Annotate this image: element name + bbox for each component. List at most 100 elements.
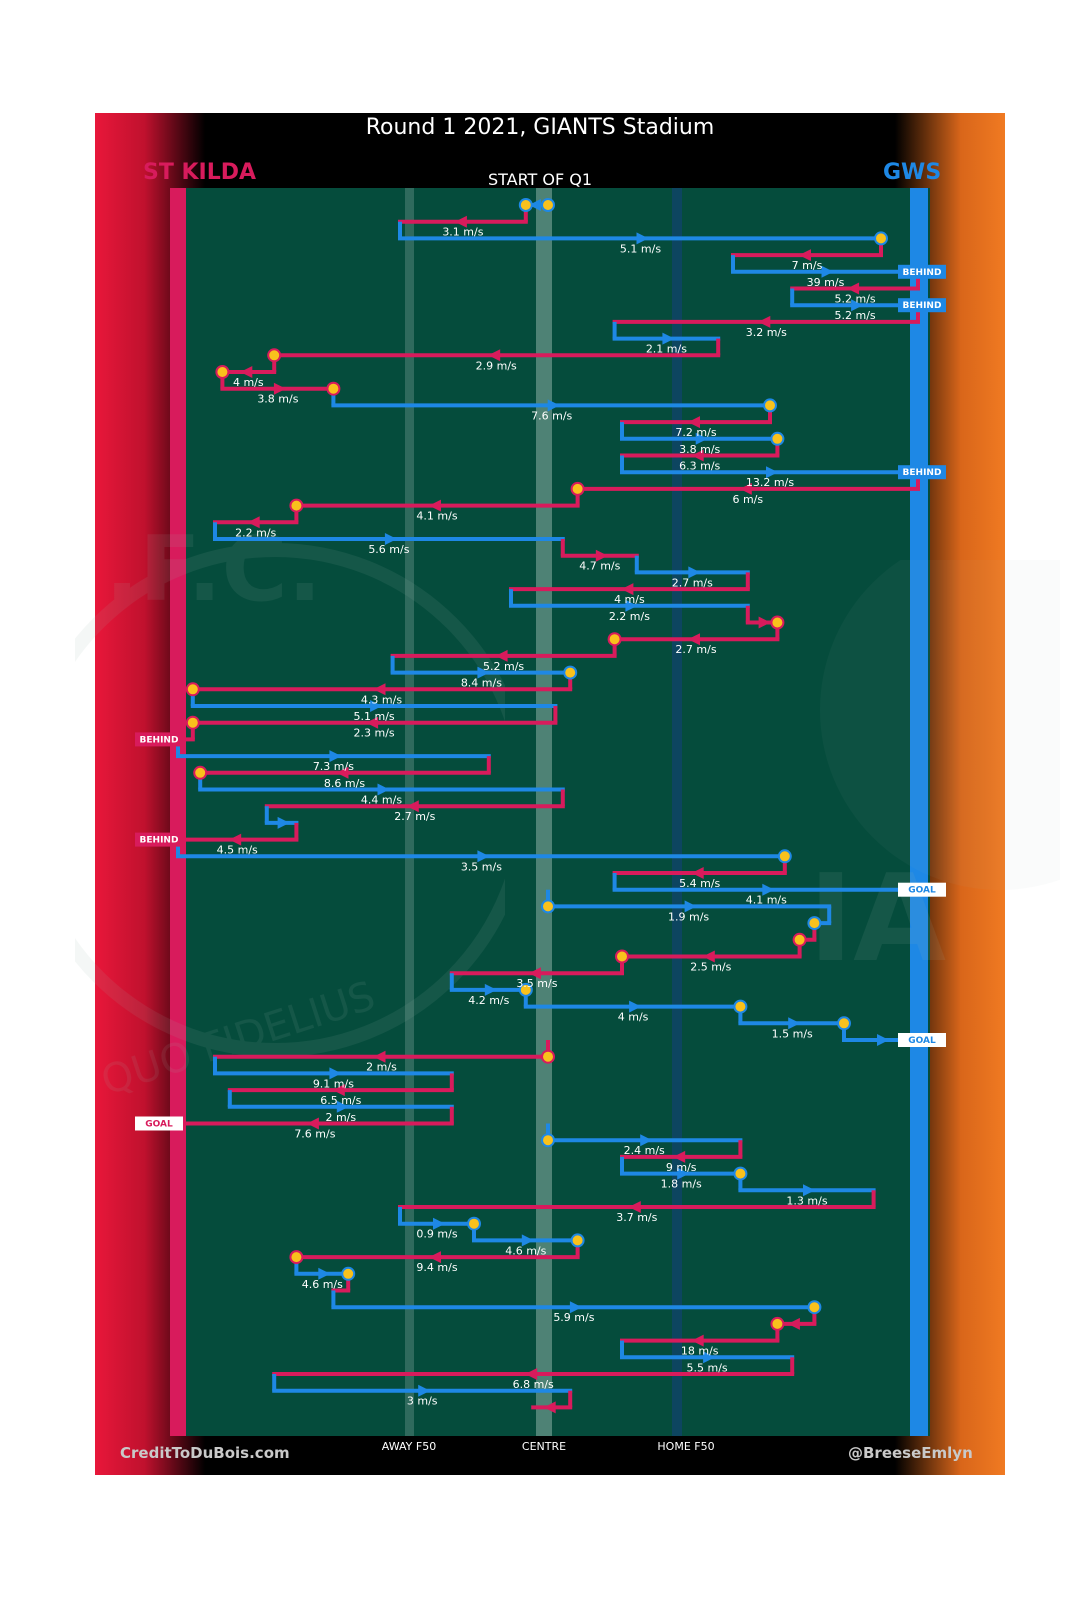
speed-label: 7.6 m/s: [531, 409, 572, 422]
chain-node: [185, 682, 200, 697]
direction-arrow: [621, 583, 634, 596]
direction-arrow: [702, 950, 715, 963]
speed-label: 5.6 m/s: [368, 543, 409, 556]
speed-label: 1.9 m/s: [668, 910, 709, 923]
chain-node: [563, 665, 578, 680]
direction-arrow: [528, 199, 541, 211]
home-f50-lane: [672, 188, 682, 1436]
speed-label: 1.3 m/s: [786, 1194, 827, 1207]
chain-node: [807, 1300, 822, 1315]
speed-label: 1.5 m/s: [772, 1027, 813, 1040]
direction-arrow: [336, 766, 349, 779]
speed-label: 2.7 m/s: [672, 576, 713, 589]
speed-label: 4.1 m/s: [416, 510, 457, 523]
speed-label: 4.6 m/s: [505, 1244, 546, 1257]
direction-arrow: [373, 1050, 386, 1063]
outcome-badge-label: BEHIND: [903, 268, 942, 278]
chain-node: [185, 715, 200, 730]
stkilda-logo-watermark: .F.C. QUO FIDELIUS: [75, 517, 505, 1105]
chain-node: [570, 481, 585, 496]
speed-label: 7.2 m/s: [675, 426, 716, 439]
direction-arrow: [688, 633, 700, 646]
speed-label: 0.9 m/s: [416, 1228, 457, 1241]
direction-arrow: [766, 466, 778, 479]
chain-node: [770, 1316, 785, 1331]
speed-label: 3.5 m/s: [461, 860, 502, 873]
direction-arrow: [336, 1100, 349, 1113]
speed-label: 5.2 m/s: [835, 293, 876, 306]
speed-label: 18 m/s: [681, 1345, 719, 1358]
direction-arrow: [695, 432, 708, 445]
speed-label: 2.2 m/s: [609, 610, 650, 623]
speed-label: 3.8 m/s: [257, 393, 298, 406]
speed-label: 5.1 m/s: [354, 710, 395, 723]
direction-arrow: [366, 716, 379, 729]
chain-node: [770, 615, 785, 630]
chain-node: [467, 1216, 481, 1231]
chain-node: [733, 1166, 748, 1181]
direction-arrow: [384, 533, 397, 545]
speed-label: 4.4 m/s: [361, 794, 402, 807]
direction-arrow: [688, 416, 700, 429]
speed-label: 4.7 m/s: [579, 560, 620, 573]
speed-label: 5.2 m/s: [835, 309, 876, 322]
direction-arrow: [332, 1084, 345, 1097]
chain-node: [770, 431, 785, 446]
chain-labels: 3.1 m/s 5.1 m/s 7 m/s 39 m/s 5.2 m/s 5.2 m/s 3…: [217, 226, 876, 1408]
direction-arrow: [851, 299, 864, 312]
outcome-badge-label: BEHIND: [903, 301, 942, 311]
speed-label: 7 m/s: [792, 259, 823, 272]
outcome-badge: [135, 1116, 183, 1131]
credit-left: CreditToDuBois.com: [120, 1444, 290, 1462]
speed-label: 6.8 m/s: [513, 1378, 554, 1391]
direction-arrow: [406, 800, 419, 813]
direction-arrow: [799, 249, 811, 262]
chart-title: Round 1 2021, GIANTS Stadium: [365, 115, 715, 140]
speed-label: 4.3 m/s: [361, 693, 402, 706]
outcome-badge: [898, 298, 946, 313]
direction-arrow: [377, 783, 390, 796]
direction-arrow: [318, 1267, 331, 1280]
direction-arrow: [528, 967, 541, 980]
direction-arrow: [247, 516, 260, 529]
direction-arrow: [543, 1401, 556, 1414]
speed-label: 5.2 m/s: [483, 660, 524, 673]
direction-arrow: [788, 1017, 801, 1030]
speed-label: 4 m/s: [618, 1011, 649, 1024]
outcome-badge-label: GOAL: [908, 886, 936, 896]
direction-arrow: [691, 449, 704, 462]
speed-label: 6.5 m/s: [320, 1094, 361, 1107]
direction-arrow: [547, 399, 560, 412]
away-f50-lane: [405, 188, 414, 1436]
direction-arrow: [739, 482, 752, 495]
direction-arrow: [277, 816, 290, 829]
chain-node: [289, 1250, 304, 1265]
svg-text:GIA: GIA: [800, 850, 946, 980]
speed-label: 2.2 m/s: [235, 526, 276, 539]
chain-node: [341, 1266, 356, 1281]
speed-label: 3.1 m/s: [442, 226, 483, 239]
period-label: START OF Q1: [487, 170, 593, 189]
direction-arrow: [640, 1134, 653, 1147]
direction-arrow: [525, 1368, 538, 1380]
direction-arrow: [329, 750, 342, 763]
speed-label: 4.2 m/s: [468, 994, 509, 1007]
chain-node: [733, 999, 748, 1014]
speed-label: 5.9 m/s: [553, 1311, 594, 1324]
direction-arrow: [677, 1167, 690, 1180]
speed-label: 2.9 m/s: [476, 359, 517, 372]
gws-logo-watermark: GIA: [800, 560, 1060, 980]
speed-label: 9 m/s: [666, 1161, 697, 1174]
chain-node: [267, 348, 282, 363]
chain-node: [874, 231, 888, 246]
direction-arrow: [306, 1117, 319, 1130]
chain-node: [541, 1049, 555, 1064]
right-team-name: GWS: [883, 160, 942, 185]
chain-arrows: [229, 199, 889, 1414]
speed-label: 8.6 m/s: [324, 777, 365, 790]
chain-node: [326, 381, 341, 396]
direction-arrow: [673, 1150, 686, 1163]
speed-label: 8.4 m/s: [461, 677, 502, 690]
outcome-badge-label: BEHIND: [903, 468, 942, 478]
